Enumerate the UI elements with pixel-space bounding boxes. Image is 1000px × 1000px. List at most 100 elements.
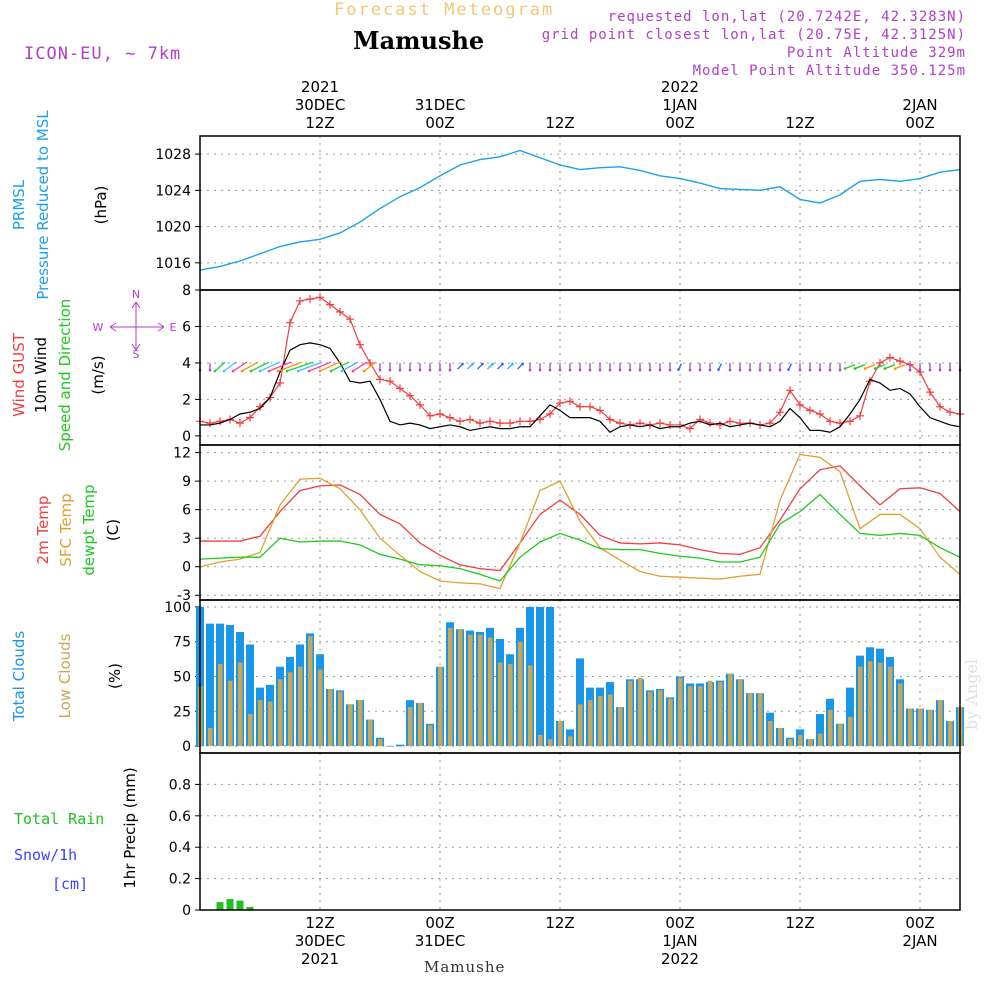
wind-arrow-head (808, 368, 812, 372)
wind-arrow-head (491, 362, 494, 366)
wind-arrow-head (258, 369, 262, 373)
point-altitude: Point Altitude 329m (786, 45, 966, 61)
wind-arrow-head (538, 368, 542, 372)
meteogram-subtitle: Forecast Meteogram (334, 0, 555, 20)
panel-pressure: 1016 1020 1024 1028 (155, 136, 960, 290)
low-clouds-bar (778, 727, 783, 747)
wind-arrow-head (578, 368, 582, 372)
gust-marker (326, 300, 334, 309)
panel-label: 10m Wind (32, 337, 50, 413)
gust-marker (656, 419, 664, 428)
low-clouds-bar (858, 666, 863, 747)
wind-arrow-head (873, 367, 877, 370)
wind-arrow-head (213, 369, 217, 373)
low-clouds-bar (908, 708, 913, 747)
bottom-time-label: 00Z (425, 914, 454, 932)
panel-label: Speed and Direction (56, 299, 74, 452)
top-time-label: 12Z (305, 114, 334, 132)
gust-marker (476, 419, 484, 428)
low-clouds-bar (898, 683, 903, 747)
low-clouds-bar (928, 709, 933, 747)
bottom-time-label: 1JAN (662, 932, 697, 950)
low-clouds-bar (278, 679, 283, 747)
gust-marker (686, 424, 694, 433)
compass-icon (109, 301, 165, 351)
y-tick-label: 100 (164, 600, 191, 616)
low-clouds-bar (488, 637, 493, 747)
bottom-time-label: 00Z (665, 914, 694, 932)
gust-marker (556, 399, 564, 408)
wind-arrow-head (588, 368, 592, 372)
dewpt-temp-line (199, 493, 961, 582)
low-clouds-bar (618, 707, 623, 747)
panel-label: (hPa) (92, 186, 110, 225)
gust-marker (426, 411, 434, 420)
low-clouds-bar (218, 663, 223, 747)
wind-direction-arrow (854, 363, 866, 370)
wind-arrow-head (728, 368, 732, 372)
wind-direction-arrow (330, 361, 350, 372)
wind-arrow-head (863, 367, 867, 370)
y-tick-label: 75 (173, 635, 191, 651)
bottom-time-label: 2JAN (902, 932, 937, 950)
panel-label: 1hr Precip (mm) (121, 767, 139, 888)
gust-marker (726, 417, 734, 426)
gust-marker (596, 406, 604, 415)
total-clouds-bar (846, 687, 854, 747)
wind-arrow-head (677, 368, 680, 371)
sfc-temp-line (199, 453, 961, 590)
wind-arrow-head (768, 368, 772, 372)
wind-arrow-head (948, 368, 952, 372)
gust-marker (886, 353, 894, 362)
wind-arrow-head (267, 369, 271, 373)
wind-arrow-head (828, 368, 832, 372)
wind-arrow-head (501, 362, 504, 366)
top-time-label: 12Z (785, 114, 814, 132)
wind-arrow-head (628, 368, 632, 372)
wind-arrow-head (748, 368, 752, 372)
gust-marker (286, 318, 294, 327)
wind-direction-arrow (352, 361, 368, 372)
y-tick-label: 6 (182, 503, 191, 519)
low-clouds-bar (568, 736, 573, 747)
wind-arrow-head (362, 369, 366, 373)
low-clouds-bar (848, 716, 853, 747)
wind-arrow-head (340, 369, 344, 373)
panel-label: 2m Temp (34, 496, 52, 565)
low-clouds-bar (678, 677, 683, 747)
wind-arrow-head (818, 368, 822, 372)
wind-arrow-head (688, 368, 692, 372)
legend-total-rain: Total Rain (14, 810, 104, 828)
wind-arrow-head (528, 368, 532, 372)
gust-marker (856, 411, 864, 420)
low-clouds-bar (818, 733, 823, 747)
wind-arrow-head (618, 368, 622, 372)
gust-marker (806, 406, 814, 415)
wind-arrow-head (708, 368, 712, 372)
bottom-time-label: 2022 (661, 950, 699, 968)
gust-marker (776, 408, 784, 417)
gust-marker (456, 417, 464, 426)
top-time-label: 12Z (545, 114, 574, 132)
gust-marker (416, 400, 424, 409)
wind-direction-arrow (308, 361, 332, 372)
gust-marker (716, 420, 724, 429)
wind-arrow-head (938, 368, 942, 372)
low-clouds-bar (828, 709, 833, 747)
rain-bar (216, 902, 224, 910)
low-clouds-bar (698, 686, 703, 747)
low-clouds-bar (558, 721, 563, 747)
low-clouds-bar (868, 661, 873, 747)
top-time-label: 2JAN (902, 96, 937, 114)
gust-marker (526, 417, 534, 426)
low-clouds-bar (738, 679, 743, 747)
gust-marker (366, 358, 374, 367)
wind-direction-arrow (844, 363, 856, 370)
y-tick-label: 4 (182, 356, 191, 372)
panel-label: (m/s) (89, 355, 107, 394)
y-tick-label: 0.4 (169, 840, 191, 856)
wind-arrow-head (778, 368, 782, 372)
low-clouds-bar (478, 634, 483, 747)
low-clouds-bar (938, 700, 943, 747)
rain-bar (226, 899, 234, 910)
